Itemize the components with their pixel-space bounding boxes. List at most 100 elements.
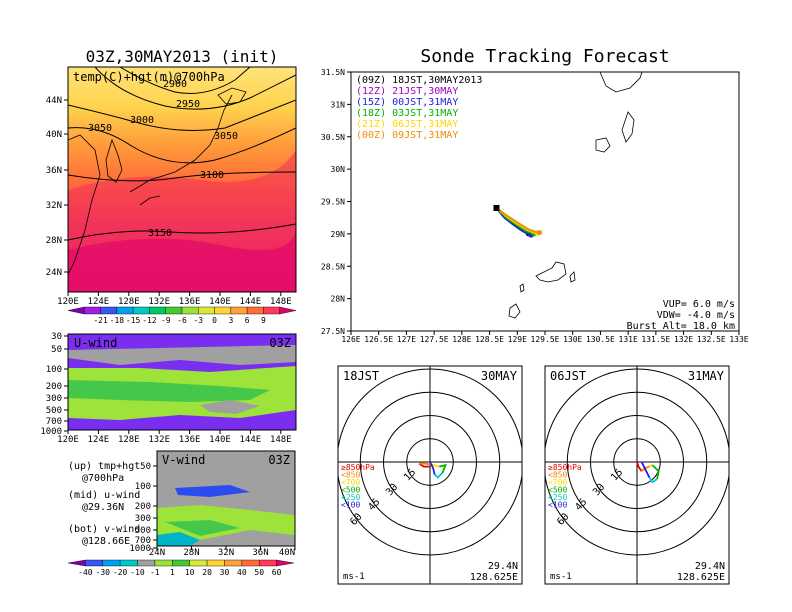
hodograph-legend-entry: <100 (548, 501, 567, 510)
temp-x-tick-label: 136E (179, 297, 201, 307)
contour-label: 3000 (130, 115, 154, 126)
u-x-tick-label: 124E (88, 435, 110, 445)
sonde-track (495, 207, 532, 237)
wind-colorbar-cell (276, 559, 295, 567)
colorbar-tick-label: -21 (93, 316, 108, 325)
colorbar-cell (67, 306, 85, 315)
sonde-x-tick-label: 126E (341, 335, 360, 344)
sonde-x-tick-label: 128.5E (475, 335, 504, 344)
sonde-x-tick-label: 127.5E (420, 335, 449, 344)
temp-map-frame (67, 66, 297, 293)
coastline-hokkaido (217, 87, 247, 105)
v-x-tick-label: 24N (149, 548, 165, 558)
v-x-tick-label: 28N (183, 548, 199, 558)
contour-2900 (119, 67, 251, 94)
temp-y-tick-label: 24N (46, 268, 62, 278)
wind-colorbar-cell (259, 559, 277, 567)
wind-colorbar-cell (172, 559, 190, 567)
island-amami (535, 261, 567, 283)
wind-colorbar-tick-label: 50 (254, 568, 264, 577)
sonde-x-tick-label: 133E (729, 335, 748, 344)
contour-3000 (68, 99, 296, 131)
sonde-x-tick-label: 132E (674, 335, 693, 344)
hodograph-legend-entry: <850 (341, 471, 360, 480)
colorbar-cell (279, 306, 297, 315)
hodograph-trace (636, 461, 643, 472)
temp-x-tick-label: 144E (240, 297, 262, 307)
sonde-info-line: VUP= 6.0 m/s (663, 299, 735, 310)
coastline-korea (105, 138, 123, 183)
contour-label: 3150 (148, 228, 172, 239)
sonde-landing-point (536, 230, 542, 236)
temp-x-tick-label: 128E (118, 297, 140, 307)
colorbar-tick-label: -12 (142, 316, 157, 325)
u-y-tick-label: 50 (51, 345, 62, 355)
sonde-launch-point (493, 204, 500, 211)
wind-colorbar-cell (206, 559, 225, 567)
temp-x-tick-label: 140E (209, 297, 231, 307)
v-x-tick-label: 32N (218, 548, 234, 558)
hodograph-trace (640, 461, 651, 478)
wind-colorbar-cell (241, 559, 260, 567)
temp-x-tick-label: 124E (88, 297, 110, 307)
sonde-x-tick-label: 128E (452, 335, 471, 344)
sonde-x-tick-label: 131E (619, 335, 638, 344)
hodograph-legend-entry: ≥850hPa (341, 463, 375, 472)
hodograph-legend-entry: <700 (548, 478, 567, 487)
wind-colorbar-cell (67, 559, 86, 567)
sonde-x-tick-label: 131.5E (641, 335, 670, 344)
sonde-y-tick-label: 30N (331, 165, 346, 174)
v-y-tick-label: 700 (135, 536, 151, 546)
u-wind-time: 03Z (269, 336, 291, 350)
temp-colorbar: -21 -18 -15 -12 -9 -6 -3 0 3 6 9 (67, 306, 297, 325)
colorbar-tick-label: 9 (261, 316, 266, 325)
hodograph-legend-entry: <700 (341, 478, 360, 487)
island-tanegashima (621, 111, 635, 143)
temp-y-tick-label: 36N (46, 166, 62, 176)
hodograph-legend-entry: <250 (548, 493, 567, 502)
u-wind-darkgreen (68, 380, 270, 402)
u-y-tick-label: 700 (46, 417, 62, 427)
hodograph-trace (429, 461, 436, 475)
wind-colorbar-cell (224, 559, 243, 567)
contour-3050a (68, 127, 296, 164)
sonde-x-tick-label: 130.5E (586, 335, 615, 344)
v-y-tick-label: 200 (135, 502, 151, 512)
temp-y-tick-label: 32N (46, 201, 62, 211)
wind-colorbar-cell (85, 559, 103, 567)
v-y-tick-label: 50 (140, 462, 151, 472)
hodograph-legend-entry: <850 (548, 471, 567, 480)
coastline-japan (129, 94, 233, 206)
sonde-legend-entry: (12Z) 21JST,30MAY (356, 86, 458, 97)
side-label-sub: @29.36N (82, 502, 124, 513)
u-x-tick-label: 144E (240, 435, 262, 445)
colorbar-cell (263, 306, 280, 315)
u-y-tick-label: 1000 (40, 427, 62, 437)
temp-x-tick-label: 148E (270, 297, 292, 307)
v-y-tick-label: 500 (135, 526, 151, 536)
wind-colorbar-tick-label: 10 (185, 568, 195, 577)
u-wind-x-ticks: 120E 124E 128E 132E 136E 140E 144E 148E (57, 430, 292, 445)
wind-colorbar-cell (154, 559, 173, 567)
u-x-tick-label: 128E (118, 435, 140, 445)
contour-3150 (68, 223, 296, 241)
island-kyushu (599, 71, 643, 93)
u-wind-frame (67, 333, 297, 431)
hodograph-trace (651, 464, 660, 480)
colorbar-cell (132, 306, 150, 315)
left-title: 03Z,30MAY2013 (init) (86, 47, 279, 66)
temp-x-ticks: 120E 124E 128E 132E 136E 140E 144E 148E (57, 292, 292, 307)
contour-label: 2900 (163, 79, 187, 90)
wind-colorbar-tick-label: -30 (96, 568, 111, 577)
u-x-tick-label: 136E (179, 435, 201, 445)
colorbar-cell (181, 306, 199, 315)
side-label-sub: @700hPa (82, 473, 124, 484)
u-wind-gray (68, 345, 296, 365)
v-y-tick-label: 1000 (129, 544, 151, 554)
colorbar-tick-label: -18 (110, 316, 125, 325)
sonde-x-tick-label: 130E (563, 335, 582, 344)
sonde-legend-entry: (00Z) 09JST,31MAY (356, 130, 458, 141)
